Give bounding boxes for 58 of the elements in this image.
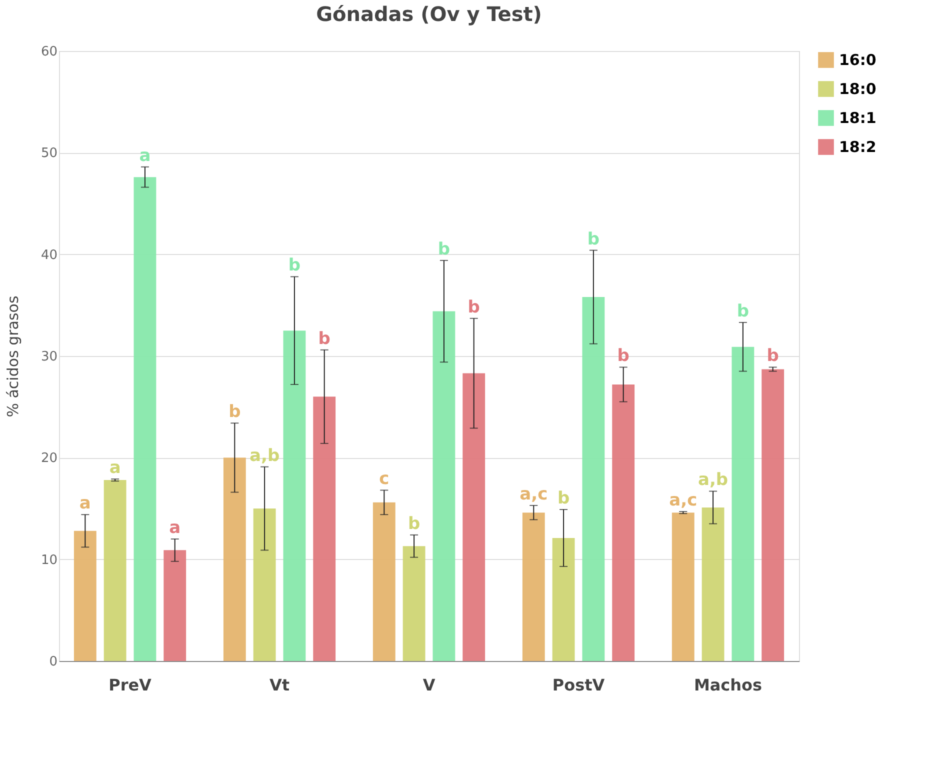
annotation: b xyxy=(288,256,301,276)
x-tick-label: PreV xyxy=(108,676,152,694)
y-tick-label: 10 xyxy=(40,552,58,568)
bar xyxy=(522,512,545,661)
annotation: b xyxy=(557,488,570,509)
annotation: b xyxy=(228,402,241,422)
annotation: a,c xyxy=(669,490,698,511)
annotation: b xyxy=(438,239,450,260)
legend-label: 18:1 xyxy=(839,109,876,127)
annotation: a xyxy=(79,494,91,514)
y-axis-title: % ácidos grasos xyxy=(4,296,22,418)
bar xyxy=(672,512,694,661)
bar xyxy=(702,507,724,661)
annotation: b xyxy=(617,346,630,366)
x-tick-label: PostV xyxy=(552,676,606,694)
annotation: b xyxy=(468,297,480,318)
legend-label: 18:2 xyxy=(839,138,876,156)
bar xyxy=(164,550,186,661)
bar xyxy=(253,508,276,661)
x-tick-label: Machos xyxy=(694,676,762,694)
bar xyxy=(612,384,635,661)
annotation: a,b xyxy=(698,470,728,490)
x-tick-label: Vt xyxy=(269,676,290,694)
bar xyxy=(313,396,336,661)
annotation: b xyxy=(318,328,330,349)
annotation: a xyxy=(139,146,151,166)
chart-title: Gónadas (Ov y Test) xyxy=(316,2,542,26)
bar xyxy=(372,502,396,661)
y-tick-label: 0 xyxy=(49,654,58,670)
y-tick-label: 60 xyxy=(40,44,58,60)
x-tick-label: V xyxy=(422,676,436,694)
annotation: b xyxy=(766,346,779,366)
legend-label: 18:0 xyxy=(839,80,876,98)
y-tick-label: 30 xyxy=(40,350,58,364)
bar xyxy=(762,369,784,661)
bar xyxy=(462,373,486,661)
annotation: c xyxy=(379,469,390,490)
annotation: a,c xyxy=(520,484,548,504)
annotation: a xyxy=(169,518,181,538)
bar xyxy=(402,546,426,661)
annotation: b xyxy=(587,229,600,250)
bar xyxy=(283,330,306,661)
bar xyxy=(732,346,754,661)
bar xyxy=(552,538,575,661)
legend-label: 16:0 xyxy=(839,51,876,69)
bar xyxy=(134,177,156,661)
bar xyxy=(582,297,605,661)
y-tick-label: 40 xyxy=(40,248,58,263)
bar xyxy=(74,530,96,661)
annotation: a,b xyxy=(250,446,280,466)
annotation: b xyxy=(736,301,750,322)
bar xyxy=(104,480,126,661)
annotation: b xyxy=(408,514,420,534)
bar xyxy=(432,311,456,661)
annotation: a xyxy=(109,458,121,478)
bar xyxy=(223,458,246,661)
y-tick-label: 20 xyxy=(40,451,58,466)
y-tick-label: 50 xyxy=(40,146,58,162)
